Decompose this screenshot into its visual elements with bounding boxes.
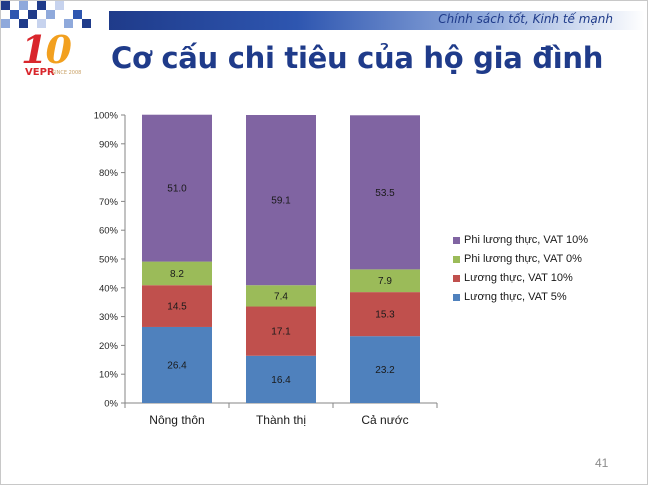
y-tick-label: 10% bbox=[99, 370, 119, 381]
legend-swatch bbox=[453, 275, 460, 282]
legend-item: Lương thực, VAT 10% bbox=[453, 272, 588, 291]
legend-label: Lương thực, VAT 5% bbox=[464, 291, 567, 303]
y-tick-label: 90% bbox=[99, 139, 119, 150]
y-tick-label: 80% bbox=[99, 168, 119, 179]
corner-checker-decoration bbox=[1, 1, 91, 31]
bar-segment bbox=[350, 115, 420, 270]
x-category-label: Cả nước bbox=[361, 413, 408, 427]
header-tagline: Chính sách tốt, Kinh tế mạnh bbox=[438, 12, 613, 26]
y-tick-label: 50% bbox=[99, 255, 119, 266]
bar-segment bbox=[246, 355, 316, 403]
bar-segment bbox=[246, 115, 316, 286]
slide-title: Cơ cấu chi tiêu của hộ gia đình bbox=[111, 41, 604, 75]
y-tick-label: 40% bbox=[99, 283, 119, 294]
slide-number: 41 bbox=[595, 456, 609, 470]
legend-swatch bbox=[453, 294, 460, 301]
y-tick-label: 60% bbox=[99, 226, 119, 237]
data-label: 23.2 bbox=[375, 365, 395, 376]
y-tick-label: 20% bbox=[99, 341, 119, 352]
bar-segment bbox=[246, 285, 316, 307]
data-label: 8.2 bbox=[170, 269, 184, 280]
data-label: 59.1 bbox=[271, 196, 291, 207]
data-label: 15.3 bbox=[375, 310, 395, 321]
y-tick-label: 70% bbox=[99, 197, 119, 208]
legend-label: Phi lương thực, VAT 0% bbox=[464, 253, 582, 265]
data-label: 7.9 bbox=[378, 276, 392, 287]
x-category-label: Nông thôn bbox=[149, 413, 204, 427]
data-label: 7.4 bbox=[274, 291, 288, 302]
y-tick-label: 30% bbox=[99, 312, 119, 323]
legend-item: Lương thực, VAT 5% bbox=[453, 291, 588, 310]
legend-swatch bbox=[453, 256, 460, 263]
bar-segment bbox=[246, 306, 316, 356]
bar-segment bbox=[142, 326, 212, 403]
bar-segment bbox=[142, 261, 212, 286]
data-label: 53.5 bbox=[375, 188, 395, 199]
header-band bbox=[109, 11, 645, 30]
x-category-label: Thành thị bbox=[256, 413, 306, 427]
bar-segment bbox=[142, 285, 212, 327]
vepr-logo: 10 VEPR SINCE 2008 bbox=[7, 27, 97, 79]
data-label: 51.0 bbox=[167, 184, 187, 195]
legend-item: Phi lương thực, VAT 0% bbox=[453, 253, 588, 272]
legend-item: Phi lương thực, VAT 10% bbox=[453, 234, 588, 253]
logo-name: VEPR bbox=[25, 67, 55, 78]
y-tick-label: 0% bbox=[104, 399, 118, 410]
legend-label: Phi lương thực, VAT 10% bbox=[464, 234, 589, 246]
data-label: 17.1 bbox=[271, 327, 291, 338]
y-tick-label: 100% bbox=[94, 111, 119, 122]
logo-numeral: 10 bbox=[21, 27, 72, 72]
legend-label: Lương thực, VAT 10% bbox=[464, 272, 573, 284]
chart-legend: Phi lương thực, VAT 10% Phi lương thực, V… bbox=[453, 234, 588, 310]
data-label: 14.5 bbox=[167, 302, 187, 313]
data-label: 16.4 bbox=[271, 375, 291, 386]
bar-segment bbox=[142, 114, 212, 262]
data-label: 26.4 bbox=[167, 360, 187, 371]
bar-segment bbox=[350, 336, 420, 403]
logo-since: SINCE 2008 bbox=[52, 70, 82, 76]
bar-segment bbox=[350, 292, 420, 337]
bar-segment bbox=[350, 269, 420, 293]
legend-swatch bbox=[453, 237, 460, 244]
